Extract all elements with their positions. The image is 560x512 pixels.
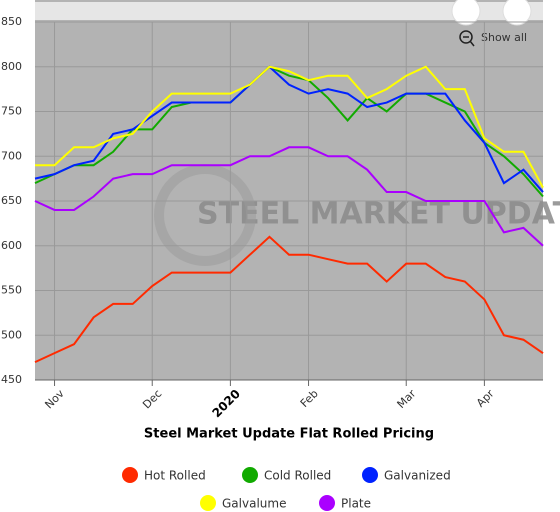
y-tick-label: 800 [1, 60, 22, 73]
legend-label: Galvanized [384, 469, 451, 483]
series-line [34, 65, 544, 193]
zoom-icon [469, 40, 475, 47]
legend-swatch [242, 467, 258, 483]
reset-zoom-button[interactable]: Show all [459, 30, 527, 47]
legend-swatch [200, 495, 216, 511]
series-line [34, 235, 544, 364]
y-tick-label: 850 [1, 15, 22, 28]
y-tick-label: 600 [1, 239, 22, 252]
y-tick-label: 500 [1, 328, 22, 341]
x-tick-label: Feb [298, 387, 321, 410]
x-tick-label: 2020 [209, 387, 243, 421]
series-line [34, 146, 544, 247]
x-tick-label: Nov [42, 387, 67, 412]
y-tick-label: 750 [1, 105, 22, 118]
y-tick-label: 550 [1, 284, 22, 297]
legend-swatch [362, 467, 378, 483]
zoom-icon [459, 30, 473, 44]
plot-background [35, 0, 543, 380]
legend-label: Hot Rolled [144, 469, 206, 483]
chart-title: Steel Market Update Flat Rolled Pricing [144, 427, 434, 442]
scrollbar[interactable] [35, 2, 543, 20]
legend-swatch [122, 467, 138, 483]
y-tick-label: 650 [1, 194, 22, 207]
x-tick-label: Dec [140, 387, 164, 411]
legend-swatch [319, 495, 335, 511]
series-line [35, 65, 544, 189]
reset-label[interactable]: Show all [481, 31, 527, 44]
legend-label: Galvalume [222, 497, 286, 511]
y-tick-label: 450 [1, 373, 22, 386]
y-tick-label: 700 [1, 149, 22, 162]
legend-label: Cold Rolled [264, 469, 331, 483]
legend-label: Plate [341, 497, 371, 511]
watermark-logo [154, 164, 256, 266]
scroll-handle[interactable] [502, 0, 532, 26]
x-tick-label: Apr [474, 387, 497, 410]
x-tick-label: Mar [395, 387, 419, 411]
series-line [34, 65, 544, 198]
scroll-handle[interactable] [451, 0, 481, 26]
